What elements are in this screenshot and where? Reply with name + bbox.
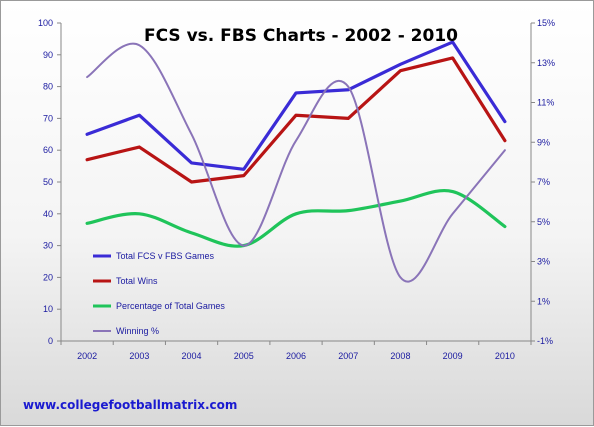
series-line-total-fcs-v-fbs-games: [85, 40, 507, 171]
left-tick-label: 0: [48, 336, 53, 346]
left-tick-label: 90: [43, 50, 53, 60]
chart-title: FCS vs. FBS Charts - 2002 - 2010: [144, 26, 458, 46]
left-tick-label: 20: [43, 272, 53, 282]
x-tick-label: 2006: [286, 351, 306, 361]
right-tick-label: 9%: [537, 137, 550, 147]
left-tick-label: 70: [43, 113, 53, 123]
x-tick-label: 2009: [443, 351, 463, 361]
left-tick-label: 30: [43, 241, 53, 251]
right-tick-label: 5%: [537, 217, 550, 227]
right-tick-label: -1%: [537, 336, 553, 346]
x-tick-label: 2010: [495, 351, 515, 361]
x-tick-label: 2005: [234, 351, 254, 361]
x-tick-label: 2008: [390, 351, 410, 361]
left-tick-label: 40: [43, 209, 53, 219]
x-tick-label: 2004: [182, 351, 202, 361]
series-line-percentage-of-total-games: [85, 189, 507, 248]
left-tick-label: 60: [43, 145, 53, 155]
legend-label: Winning %: [116, 326, 159, 336]
left-tick-label: 10: [43, 304, 53, 314]
series-line-winning: [86, 42, 506, 283]
series-line-total-wins: [85, 56, 507, 184]
legend-label: Total FCS v FBS Games: [116, 251, 215, 261]
x-tick-label: 2003: [129, 351, 149, 361]
left-tick-label: 50: [43, 177, 53, 187]
legend-label: Total Wins: [116, 276, 158, 286]
right-tick-label: 13%: [537, 58, 555, 68]
x-tick-label: 2002: [77, 351, 97, 361]
x-tick-label: 2007: [338, 351, 358, 361]
left-tick-label: 100: [38, 18, 53, 28]
right-tick-label: 1%: [537, 296, 550, 306]
right-tick-label: 3%: [537, 257, 550, 267]
right-tick-label: 7%: [537, 177, 550, 187]
left-tick-label: 80: [43, 82, 53, 92]
right-tick-label: 11%: [537, 98, 554, 108]
legend-label: Percentage of Total Games: [116, 301, 225, 311]
right-tick-label: 15%: [537, 18, 555, 28]
footer-url[interactable]: www.collegefootballmatrix.com: [23, 398, 238, 412]
